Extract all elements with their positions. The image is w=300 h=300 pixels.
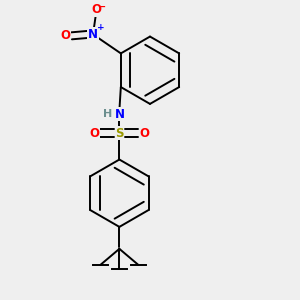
Text: +: + [97,22,104,32]
Text: H: H [103,109,112,119]
Text: O: O [139,127,149,140]
Text: O: O [91,3,101,16]
Text: −: − [98,2,106,11]
Text: N: N [114,107,124,121]
Text: S: S [115,127,124,140]
Text: O: O [89,127,100,140]
Text: O: O [61,29,71,42]
Text: N: N [88,28,98,41]
